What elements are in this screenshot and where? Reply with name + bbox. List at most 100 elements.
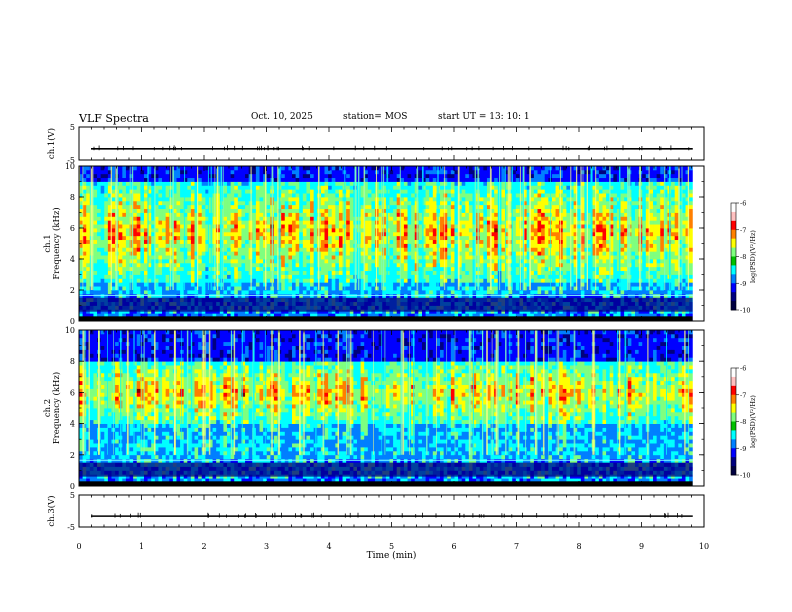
spectrogram-cell — [241, 235, 246, 241]
spectrogram-cell — [310, 193, 315, 198]
spectrogram-cell — [107, 313, 112, 318]
spectrogram-cell — [320, 200, 325, 206]
spectrogram-cell — [371, 173, 376, 179]
spectrogram-cell — [122, 270, 127, 275]
spectrogram-cell — [389, 313, 394, 318]
spectrogram-cell — [100, 173, 105, 179]
spectrogram-cell — [281, 177, 286, 182]
spectrogram-cell — [364, 239, 369, 244]
spectrogram-cell — [519, 208, 524, 213]
spectrogram-cell — [479, 200, 484, 206]
spectrogram-cell — [479, 313, 484, 318]
spectrogram-cell — [129, 193, 134, 198]
spectrogram-cell — [281, 212, 286, 217]
spectrogram-cell — [378, 255, 383, 260]
spectrogram-cell — [335, 270, 340, 275]
spectrogram-cell — [454, 212, 459, 217]
spectrogram-cell — [118, 212, 123, 217]
spectrogram-cell — [454, 290, 459, 295]
spectrogram-cell — [425, 224, 430, 229]
spectrogram-cell — [288, 274, 293, 279]
spectrogram-cell — [468, 208, 473, 213]
spectrogram-cell — [443, 262, 448, 268]
spectrogram-cell — [165, 293, 170, 299]
spectrogram-cell — [331, 290, 336, 295]
spectrogram-cell — [371, 270, 376, 275]
spectrogram-cell — [100, 181, 105, 186]
spectrogram-cell — [421, 185, 426, 190]
spectrogram-cell — [472, 204, 477, 210]
spectrogram-cell — [172, 247, 177, 252]
spectrogram-cell — [230, 200, 235, 206]
spectrogram-cell — [335, 313, 340, 318]
spectrogram-cell — [299, 166, 304, 171]
spectrogram-cell — [349, 224, 354, 229]
spectrogram-cell — [205, 282, 210, 287]
spectrogram-cell — [512, 228, 517, 233]
spectrogram-cell — [447, 266, 452, 272]
spectrogram-cell — [454, 266, 459, 272]
spectrogram-cell — [324, 166, 329, 171]
spectrogram-cell — [393, 177, 398, 182]
spectrogram-cell — [266, 169, 271, 175]
spectrogram-cell — [440, 185, 445, 190]
spectrogram-cell — [241, 262, 246, 268]
spectrogram-cell — [443, 204, 448, 210]
spectrogram-cell — [418, 274, 423, 279]
spectrogram-cell — [501, 204, 506, 210]
spectrogram-cell — [194, 173, 199, 179]
spectrogram-cell — [472, 290, 477, 295]
spectrogram-cell — [421, 193, 426, 198]
spectrogram-cell — [429, 247, 434, 252]
spectrogram-cell — [479, 251, 484, 256]
spectrogram-cell — [512, 270, 517, 275]
spectrogram-cell — [364, 212, 369, 217]
spectrogram-cell — [418, 313, 423, 318]
spectrogram-cell — [270, 290, 275, 295]
spectrogram-cell — [515, 177, 520, 182]
spectrogram-cell — [400, 189, 405, 194]
spectrogram-cell — [454, 220, 459, 225]
spectrogram-cell — [295, 286, 300, 291]
spectrogram-cell — [176, 243, 181, 248]
spectrogram-cell — [194, 204, 199, 210]
spectrogram-cell — [205, 220, 210, 225]
spectrogram-cell — [421, 255, 426, 260]
spectrogram-cell — [310, 266, 315, 272]
spectrogram-cell — [526, 282, 531, 287]
spectrogram-cell — [364, 189, 369, 194]
spectrogram-cell — [342, 290, 347, 295]
spectrogram-cell — [515, 204, 520, 210]
spectrogram-cell — [100, 228, 105, 233]
spectrogram-cell — [147, 282, 152, 287]
spectrogram-cell — [288, 204, 293, 210]
spectrogram-cell — [143, 286, 148, 291]
spectrogram-cell — [378, 270, 383, 275]
spectrogram-cell — [151, 235, 156, 241]
spectrogram-cell — [523, 278, 528, 283]
spectrogram-cell — [447, 193, 452, 198]
spectrogram-cell — [158, 290, 163, 295]
spectrogram-cell — [172, 243, 177, 248]
spectrogram-cell — [505, 278, 510, 283]
spectrogram-cell — [313, 247, 318, 252]
spectrogram-cell — [162, 173, 167, 179]
spectrogram-cell — [292, 286, 297, 291]
spectrogram-cell — [198, 266, 203, 272]
spectrogram-cell — [508, 266, 513, 272]
spectrogram-cell — [125, 290, 130, 295]
spectrogram-cell — [486, 313, 491, 318]
spectrogram-cell — [461, 262, 466, 268]
spectrogram-cell — [136, 208, 141, 213]
spectrogram-cell — [158, 228, 163, 233]
spectrogram-cell — [245, 216, 250, 221]
spectrogram-cell — [335, 166, 340, 171]
spectrogram-cell — [421, 166, 426, 171]
spectrogram-cell — [281, 169, 286, 175]
spectrogram-cell — [458, 212, 463, 217]
spectrogram-cell — [447, 290, 452, 295]
spectrogram-cell — [472, 166, 477, 171]
spectrogram-cell — [169, 166, 174, 171]
spectrogram-cell — [172, 286, 177, 291]
spectrogram-cell — [252, 197, 257, 202]
